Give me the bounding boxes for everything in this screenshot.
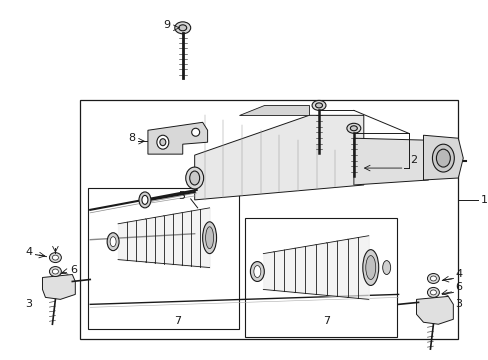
Ellipse shape (202, 222, 216, 253)
Ellipse shape (49, 266, 61, 276)
Polygon shape (148, 122, 207, 154)
Ellipse shape (315, 103, 322, 108)
Polygon shape (239, 105, 308, 115)
Ellipse shape (429, 276, 435, 281)
Text: 1: 1 (480, 195, 487, 205)
Ellipse shape (427, 274, 439, 283)
Text: 5: 5 (178, 191, 184, 201)
Text: 3: 3 (25, 300, 33, 309)
Ellipse shape (427, 287, 439, 297)
Ellipse shape (142, 195, 148, 204)
Text: 3: 3 (454, 300, 461, 309)
Text: 7: 7 (174, 316, 181, 326)
Text: 6: 6 (70, 265, 77, 275)
Polygon shape (194, 115, 363, 200)
Ellipse shape (52, 255, 58, 260)
Polygon shape (42, 275, 75, 300)
Polygon shape (416, 296, 452, 324)
Ellipse shape (189, 171, 199, 185)
Polygon shape (353, 138, 427, 185)
Ellipse shape (185, 167, 203, 189)
Ellipse shape (365, 256, 375, 279)
Ellipse shape (250, 262, 264, 282)
Ellipse shape (362, 249, 378, 285)
Text: 8: 8 (128, 133, 135, 143)
Ellipse shape (160, 139, 165, 146)
Ellipse shape (191, 128, 199, 136)
Ellipse shape (311, 100, 325, 111)
Polygon shape (423, 135, 462, 180)
Text: 2: 2 (410, 155, 417, 165)
Bar (245, 218, 396, 337)
Ellipse shape (435, 149, 449, 167)
Text: 7: 7 (323, 316, 330, 326)
Ellipse shape (157, 135, 168, 149)
Ellipse shape (346, 123, 360, 133)
Ellipse shape (431, 144, 453, 172)
Ellipse shape (349, 126, 357, 131)
Ellipse shape (139, 192, 151, 208)
Ellipse shape (253, 266, 260, 278)
Ellipse shape (107, 233, 119, 251)
Ellipse shape (174, 22, 190, 34)
Ellipse shape (52, 269, 58, 274)
Ellipse shape (110, 237, 116, 247)
Ellipse shape (429, 290, 435, 295)
Ellipse shape (382, 261, 390, 275)
Bar (80, 100, 457, 339)
Text: 6: 6 (454, 283, 461, 292)
Bar (88, 188, 239, 329)
Ellipse shape (205, 227, 213, 249)
Ellipse shape (49, 253, 61, 262)
Text: 4: 4 (25, 247, 33, 257)
Text: 9: 9 (163, 20, 170, 30)
Text: 4: 4 (454, 269, 462, 279)
Ellipse shape (179, 25, 186, 31)
